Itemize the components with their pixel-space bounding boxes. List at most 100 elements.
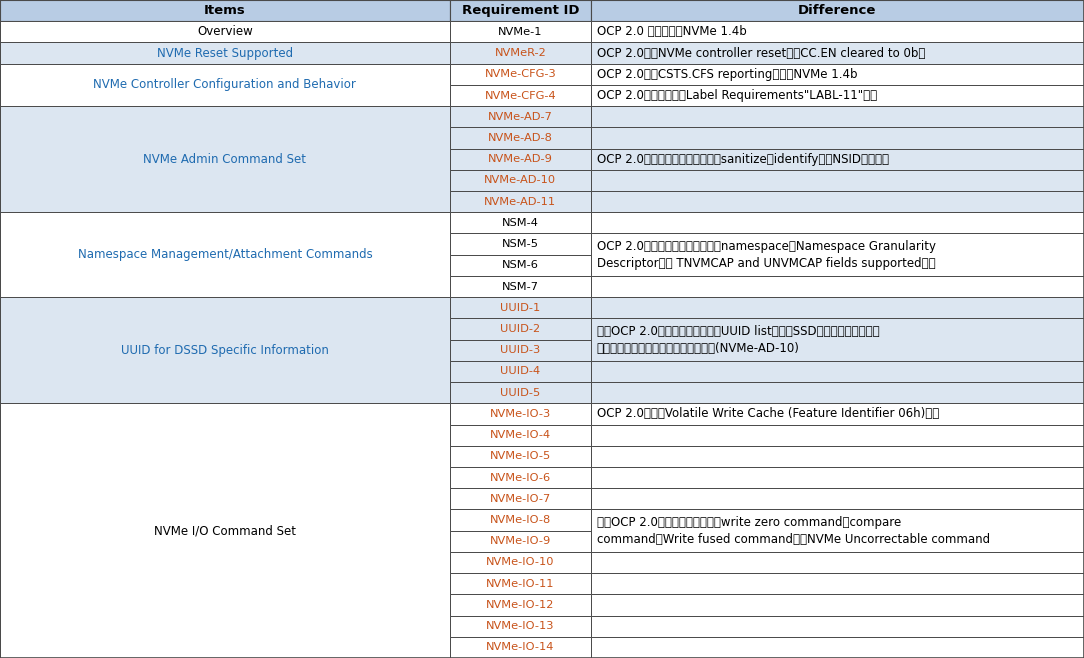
- Bar: [450, 637, 591, 658]
- Text: OCP 2.0中新增Volatile Write Cache (Feature Identifier 06h)支援: OCP 2.0中新增Volatile Write Cache (Feature …: [597, 407, 939, 420]
- Text: NVMe Controller Configuration and Behavior: NVMe Controller Configuration and Behavi…: [93, 78, 357, 91]
- Text: OCP 2.0新增此四項要求，主要為namespace、Namespace Granularity
Descriptor以及 TNVMCAP and UNVMC: OCP 2.0新增此四項要求，主要為namespace、Namespace Gr…: [597, 240, 935, 270]
- Bar: [591, 297, 1084, 318]
- Bar: [591, 340, 1084, 361]
- Bar: [591, 64, 1084, 85]
- Text: UUID-2: UUID-2: [500, 324, 541, 334]
- Bar: [591, 637, 1084, 658]
- Bar: [0, 43, 450, 64]
- Bar: [450, 297, 591, 318]
- Bar: [591, 467, 1084, 488]
- Text: Namespace Management/Attachment Commands: Namespace Management/Attachment Commands: [78, 248, 372, 261]
- Text: 此炿OCP 2.0新增項目，主要新增UUID list支援，SSD供應商須確保此特定
日誌能被讀取及使用。相關支援可參考(NVMe-AD-10): 此炿OCP 2.0新增項目，主要新增UUID list支援，SSD供應商須確保此…: [597, 324, 879, 355]
- Text: NVMe-CFG-4: NVMe-CFG-4: [485, 91, 556, 101]
- Bar: [591, 530, 1084, 552]
- Text: NVMe-AD-7: NVMe-AD-7: [488, 112, 553, 122]
- Bar: [450, 64, 591, 85]
- Bar: [0, 64, 450, 106]
- Bar: [591, 191, 1084, 213]
- Bar: [591, 403, 1084, 424]
- Bar: [450, 213, 591, 234]
- Text: NVMe-IO-13: NVMe-IO-13: [486, 621, 555, 631]
- Bar: [591, 0, 1084, 21]
- Bar: [591, 21, 1084, 43]
- Bar: [591, 382, 1084, 403]
- Bar: [0, 297, 450, 403]
- Bar: [450, 424, 591, 445]
- Text: NVMe-AD-10: NVMe-AD-10: [485, 176, 556, 186]
- Bar: [591, 255, 1084, 276]
- Text: NVMe-IO-10: NVMe-IO-10: [486, 557, 555, 567]
- Bar: [450, 509, 591, 530]
- Bar: [450, 467, 591, 488]
- Text: NSM-7: NSM-7: [502, 282, 539, 291]
- Bar: [591, 552, 1084, 573]
- Text: NVMe I/O Command Set: NVMe I/O Command Set: [154, 524, 296, 537]
- Text: OCP 2.0新增此五項需求，主要是sanitize、identify以及NSID設置為主: OCP 2.0新增此五項需求，主要是sanitize、identify以及NSI…: [597, 153, 889, 166]
- Bar: [450, 170, 591, 191]
- Text: NSM-5: NSM-5: [502, 239, 539, 249]
- Text: OCP 2.0要求NVMe controller reset增加CC.EN cleared to 0b。: OCP 2.0要求NVMe controller reset增加CC.EN cl…: [597, 47, 925, 60]
- Bar: [450, 106, 591, 128]
- Bar: [591, 106, 1084, 128]
- Text: NVMe-CFG-3: NVMe-CFG-3: [485, 69, 556, 80]
- Text: NSM-6: NSM-6: [502, 261, 539, 270]
- Bar: [591, 43, 1084, 64]
- Text: Requirement ID: Requirement ID: [462, 4, 579, 17]
- Bar: [450, 0, 591, 21]
- Text: NVMe-1: NVMe-1: [498, 27, 543, 37]
- Text: NVMe-IO-6: NVMe-IO-6: [490, 472, 551, 482]
- Bar: [591, 445, 1084, 467]
- Bar: [591, 573, 1084, 594]
- Text: UUID-3: UUID-3: [500, 345, 541, 355]
- Text: OCP 2.0要求CSTS.CFS reporting需符合NVMe 1.4b: OCP 2.0要求CSTS.CFS reporting需符合NVMe 1.4b: [597, 68, 857, 81]
- Text: Items: Items: [204, 4, 246, 17]
- Bar: [450, 488, 591, 509]
- Text: UUID for DSSD Specific Information: UUID for DSSD Specific Information: [121, 343, 328, 357]
- Text: NVMe-IO-8: NVMe-IO-8: [490, 515, 551, 525]
- Bar: [450, 21, 591, 43]
- Bar: [450, 594, 591, 615]
- Text: Overview: Overview: [197, 26, 253, 38]
- Bar: [0, 21, 450, 43]
- Text: NVMe Reset Supported: NVMe Reset Supported: [157, 47, 293, 60]
- Bar: [450, 615, 591, 637]
- Text: UUID-5: UUID-5: [500, 388, 541, 397]
- Bar: [450, 276, 591, 297]
- Bar: [591, 64, 1084, 85]
- Bar: [591, 615, 1084, 637]
- Bar: [0, 403, 450, 658]
- Text: NVMe-IO-3: NVMe-IO-3: [490, 409, 551, 419]
- Text: NVMe-AD-8: NVMe-AD-8: [488, 133, 553, 143]
- Bar: [450, 85, 591, 106]
- Bar: [591, 276, 1084, 297]
- Bar: [450, 361, 591, 382]
- Text: NVMe-IO-4: NVMe-IO-4: [490, 430, 551, 440]
- Text: NSM-4: NSM-4: [502, 218, 539, 228]
- Bar: [591, 403, 1084, 424]
- Bar: [591, 234, 1084, 255]
- Bar: [0, 0, 450, 21]
- Bar: [591, 361, 1084, 382]
- Text: UUID-4: UUID-4: [500, 367, 541, 376]
- Bar: [591, 488, 1084, 509]
- Text: OCP 2.0取消此項，以Label Requirements"LABL-11"取代: OCP 2.0取消此項，以Label Requirements"LABL-11"…: [597, 89, 877, 102]
- Bar: [591, 149, 1084, 170]
- Text: NVMeR-2: NVMeR-2: [494, 48, 546, 58]
- Bar: [591, 234, 1084, 276]
- Bar: [450, 552, 591, 573]
- Bar: [0, 213, 450, 297]
- Bar: [450, 445, 591, 467]
- Bar: [450, 403, 591, 424]
- Bar: [450, 573, 591, 594]
- Bar: [450, 43, 591, 64]
- Text: OCP 2.0 要求須符合NVMe 1.4b: OCP 2.0 要求須符合NVMe 1.4b: [597, 26, 747, 38]
- Bar: [591, 594, 1084, 615]
- Text: NVMe-AD-11: NVMe-AD-11: [485, 197, 556, 207]
- Bar: [450, 382, 591, 403]
- Bar: [591, 85, 1084, 106]
- Bar: [591, 149, 1084, 170]
- Bar: [450, 255, 591, 276]
- Text: NVMe Admin Command Set: NVMe Admin Command Set: [143, 153, 307, 166]
- Text: NVMe-IO-7: NVMe-IO-7: [490, 494, 551, 504]
